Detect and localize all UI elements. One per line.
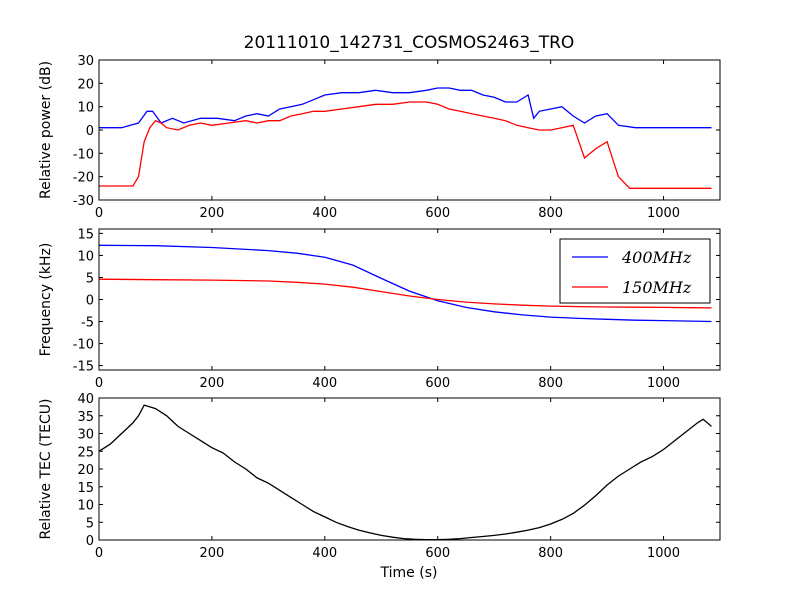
x-tick-label: 400 xyxy=(312,206,337,221)
y-tick-label: -30 xyxy=(73,194,94,209)
x-tick-label: 1000 xyxy=(647,376,680,391)
x-tick-label: 800 xyxy=(538,376,563,391)
panel-2-y-axis-label: Frequency (kHz) xyxy=(38,243,54,357)
legend-label: 150MHz xyxy=(622,278,692,297)
y-tick-label: 5 xyxy=(86,516,94,531)
panel-1-series-1-line xyxy=(99,87,712,129)
x-tick-label: 1000 xyxy=(647,206,680,221)
panel-1-frame xyxy=(98,59,721,201)
x-tick-label: 0 xyxy=(95,206,103,221)
y-tick-label: -10 xyxy=(73,338,94,353)
panel-3: 0 200 400 600 800 10000510152025303540Relativ… xyxy=(38,392,721,561)
y-tick-label: 15 xyxy=(77,481,94,496)
x-tick-label: 600 xyxy=(425,206,450,221)
y-tick-label: -20 xyxy=(73,171,94,186)
y-tick-label: 0 xyxy=(86,124,94,139)
legend: 400MHz 150MHz xyxy=(559,238,711,304)
panel-2-series-1-line xyxy=(99,244,712,323)
panel-3-y-axis-label: Relative TEC (TECU) xyxy=(38,399,54,540)
x-tick-label: 600 xyxy=(425,376,450,391)
y-tick-label: 30 xyxy=(77,54,94,69)
y-tick-label: 0 xyxy=(86,294,94,309)
y-tick-label: -15 xyxy=(73,360,94,375)
x-axis-label: Time (s) xyxy=(380,565,438,581)
x-tick-label: 0 xyxy=(95,546,103,561)
legend-label: 400MHz xyxy=(621,248,692,267)
panel-3-series-1-line xyxy=(99,404,712,540)
panel-1: 0 200 400 600 800 1000 -30 -20 -10 0 10 20 30 Relativ… xyxy=(38,54,721,221)
y-tick-label: 35 xyxy=(77,410,94,425)
y-tick-label: 0 xyxy=(86,534,94,549)
panel-2: 0 200 400 600 800 1000 -15 -10 -5 0 5 10 15 Frequency… xyxy=(38,227,721,391)
y-tick-label: 5 xyxy=(86,271,94,286)
x-tick-label: 800 xyxy=(538,546,563,561)
y-tick-label: 20 xyxy=(77,77,94,92)
x-tick-label: 400 xyxy=(312,376,337,391)
panel-3-frame xyxy=(98,397,721,541)
x-tick-label: 1000 xyxy=(647,546,680,561)
x-tick-label: 200 xyxy=(199,206,224,221)
panel-2-series-2-line xyxy=(99,278,712,309)
x-tick-label: 200 xyxy=(199,546,224,561)
y-tick-label: -5 xyxy=(81,316,94,331)
x-tick-label: 200 xyxy=(199,376,224,391)
x-tick-label: 800 xyxy=(538,206,563,221)
y-tick-label: 10 xyxy=(77,249,94,264)
y-tick-label: 10 xyxy=(77,101,94,116)
y-tick-label: 30 xyxy=(77,428,94,443)
y-tick-label: 40 xyxy=(77,392,94,407)
y-tick-label: 10 xyxy=(77,499,94,514)
x-tick-label: 600 xyxy=(425,546,450,561)
x-tick-label: 0 xyxy=(95,376,103,391)
panel-1-series-2-line xyxy=(99,101,712,189)
legend-box xyxy=(559,238,711,304)
y-tick-label: -10 xyxy=(73,147,94,162)
panel-1-y-axis-label: Relative power (dB) xyxy=(38,61,54,199)
figure-title: 20111010_142731_COSMOS2463_TRO xyxy=(244,33,575,53)
y-tick-label: 15 xyxy=(77,227,94,242)
x-tick-label: 400 xyxy=(312,546,337,561)
y-tick-label: 25 xyxy=(77,445,94,460)
y-tick-label: 20 xyxy=(77,463,94,478)
